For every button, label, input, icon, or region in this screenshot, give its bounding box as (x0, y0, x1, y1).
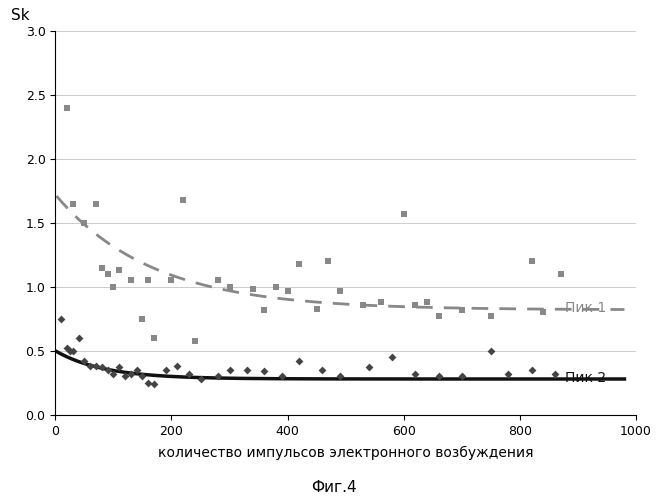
Point (166, 276, 177, 284)
Point (376, 298, 386, 306)
Point (79, 357, 89, 365)
Point (108, 370, 119, 378)
Point (79, 219, 89, 227)
Point (56, 315, 67, 323)
Point (67, 200, 78, 207)
Point (108, 283, 119, 291)
Point (137, 315, 148, 323)
Point (538, 308, 548, 316)
Point (91, 200, 101, 207)
Point (456, 372, 467, 380)
Point (294, 357, 305, 365)
Point (247, 286, 258, 294)
Point (85, 362, 95, 370)
Point (550, 370, 560, 378)
Point (422, 298, 432, 306)
Point (526, 257, 537, 265)
Point (434, 312, 444, 320)
Point (137, 372, 148, 380)
Point (125, 370, 136, 378)
Y-axis label: Sk: Sk (11, 8, 30, 23)
Point (73, 334, 84, 342)
Point (259, 306, 269, 314)
Point (526, 366, 537, 374)
X-axis label: количество импульсов электронного возбуждения: количество импульсов электронного возбуж… (158, 446, 534, 460)
Point (364, 364, 374, 372)
Point (358, 300, 368, 308)
Point (61, 344, 72, 352)
Point (143, 379, 153, 387)
Point (177, 196, 188, 203)
Point (102, 366, 113, 374)
Point (119, 372, 130, 380)
Point (102, 270, 113, 278)
Point (114, 266, 125, 274)
Point (160, 366, 171, 374)
Point (125, 276, 136, 284)
Point (335, 372, 346, 380)
Point (555, 270, 566, 278)
Text: Пик 1: Пик 1 (565, 301, 606, 315)
Point (149, 334, 159, 342)
Point (410, 370, 421, 378)
Point (323, 257, 334, 265)
Point (91, 362, 101, 370)
Point (271, 283, 281, 291)
Point (149, 380, 159, 388)
Point (277, 372, 287, 380)
Point (311, 304, 322, 312)
Point (387, 353, 398, 361)
Point (195, 375, 206, 383)
Point (65, 347, 75, 355)
Point (335, 286, 346, 294)
Point (410, 300, 421, 308)
Point (97, 364, 107, 372)
Point (282, 286, 293, 294)
Point (183, 370, 194, 378)
Point (294, 260, 305, 268)
Text: Пик 2: Пик 2 (565, 370, 606, 384)
Point (213, 276, 223, 284)
Point (114, 364, 125, 372)
Point (224, 283, 235, 291)
Point (486, 312, 496, 320)
Point (398, 210, 409, 218)
Point (213, 372, 223, 380)
Point (143, 276, 153, 284)
Point (434, 372, 444, 380)
Point (67, 347, 78, 355)
Point (456, 306, 467, 314)
Point (259, 368, 269, 376)
Point (61, 104, 72, 112)
Point (97, 264, 107, 272)
Point (503, 370, 514, 378)
Point (317, 366, 327, 374)
Point (172, 362, 183, 370)
Point (241, 366, 252, 374)
Point (224, 366, 235, 374)
Point (189, 336, 200, 344)
Point (131, 366, 142, 374)
Point (486, 347, 496, 355)
Text: Фиг.4: Фиг.4 (311, 480, 356, 495)
